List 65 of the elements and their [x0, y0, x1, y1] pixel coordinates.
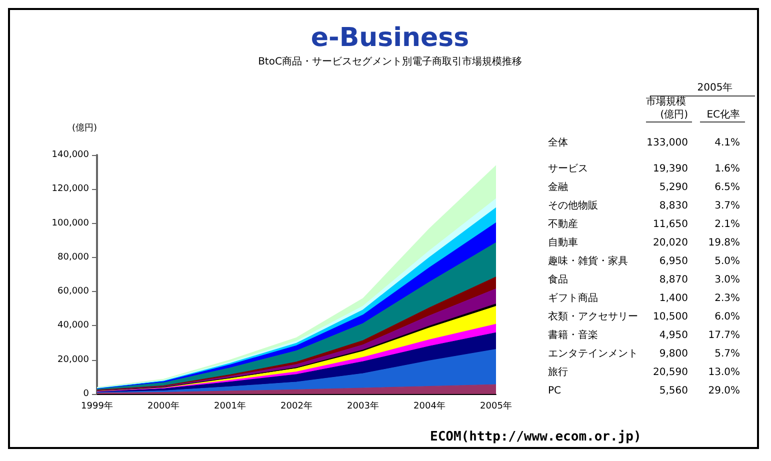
text: 2.3% — [714, 293, 740, 304]
text: ギフト商品 — [548, 292, 598, 304]
y-tick-label: 80,000 — [58, 252, 90, 262]
y-tick-label: 20,000 — [58, 354, 90, 365]
text: (億円) — [660, 108, 688, 120]
text: 金融 — [548, 181, 568, 193]
y-tick-label: 0 — [83, 389, 90, 399]
text: 書籍・音楽 — [548, 329, 598, 341]
text: エンタテインメント — [548, 348, 638, 360]
text: 11,650 — [653, 219, 688, 230]
text: 5,290 — [659, 182, 688, 193]
text: 133,000 — [646, 138, 688, 148]
text: 19,390 — [653, 164, 688, 174]
text: 29.0% — [708, 386, 740, 396]
text: 全体 — [548, 136, 568, 148]
text: 4,950 — [659, 330, 688, 341]
y-tick-label: 40,000 — [58, 320, 90, 331]
text: ECOM(http://www.ecom.or.jp) — [430, 430, 642, 444]
x-tick-label: 2005年 — [480, 400, 512, 412]
text: EC化率 — [706, 108, 740, 120]
text: 6.0% — [714, 312, 740, 322]
text: 4.1% — [714, 138, 740, 148]
y-tick-label: 120,000 — [52, 184, 90, 194]
text: 8,870 — [659, 274, 688, 286]
chart-title: e-Business — [310, 23, 470, 53]
y-tick-label: 140,000 — [52, 150, 90, 160]
x-tick-label: 2003年 — [347, 400, 379, 412]
text: 5.7% — [714, 348, 740, 360]
text: 13.0% — [708, 367, 740, 378]
text: 市場規模 — [646, 96, 686, 108]
text: 3.7% — [714, 200, 740, 212]
text: 不動産 — [548, 218, 578, 230]
x-tick-label: 2002年 — [280, 400, 312, 412]
text: その他物販 — [548, 200, 598, 212]
text: 8,830 — [659, 200, 688, 212]
text: 6.5% — [714, 182, 740, 193]
text: 17.7% — [708, 330, 740, 341]
text: 衣類・アクセサリー — [548, 310, 638, 322]
x-tick-label: 2004年 — [414, 400, 446, 412]
text: 2.1% — [714, 219, 740, 230]
y-axis-title: (億円) — [72, 122, 97, 134]
text: PC — [548, 386, 562, 396]
text: 1,400 — [659, 293, 688, 304]
x-tick-label: 2001年 — [214, 400, 246, 412]
text: 20,020 — [653, 238, 688, 248]
text: 5,560 — [659, 386, 688, 396]
text: 9,800 — [659, 348, 688, 360]
y-tick-label: 100,000 — [52, 218, 90, 228]
text: 3.0% — [714, 274, 740, 286]
text: 10,500 — [653, 312, 688, 322]
text: 2005年 — [697, 82, 733, 94]
text: 19.8% — [708, 238, 740, 248]
text: 趣味・雑貨・家具 — [548, 255, 628, 267]
text: 食品 — [548, 274, 568, 286]
y-tick-label: 60,000 — [58, 286, 90, 297]
text: 5.0% — [714, 256, 740, 267]
text: 旅行 — [548, 366, 568, 378]
text: 1.6% — [714, 164, 740, 174]
text: 20,590 — [653, 367, 688, 378]
chart-subtitle: BtoC商品・サービスセグメント別電子商取引市場規模推移 — [258, 56, 522, 68]
text: 6,950 — [659, 256, 688, 267]
text: サービス — [548, 164, 588, 174]
x-tick-label: 1999年 — [81, 400, 113, 412]
text: 自動車 — [548, 236, 578, 248]
x-tick-label: 2000年 — [148, 400, 180, 412]
